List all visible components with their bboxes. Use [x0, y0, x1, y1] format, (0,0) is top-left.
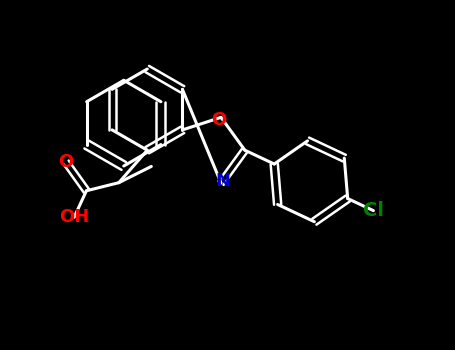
Text: O: O — [211, 111, 227, 128]
Text: OH: OH — [59, 208, 89, 226]
Text: O: O — [58, 153, 74, 172]
Text: N: N — [216, 172, 231, 190]
Text: Cl: Cl — [363, 201, 384, 220]
